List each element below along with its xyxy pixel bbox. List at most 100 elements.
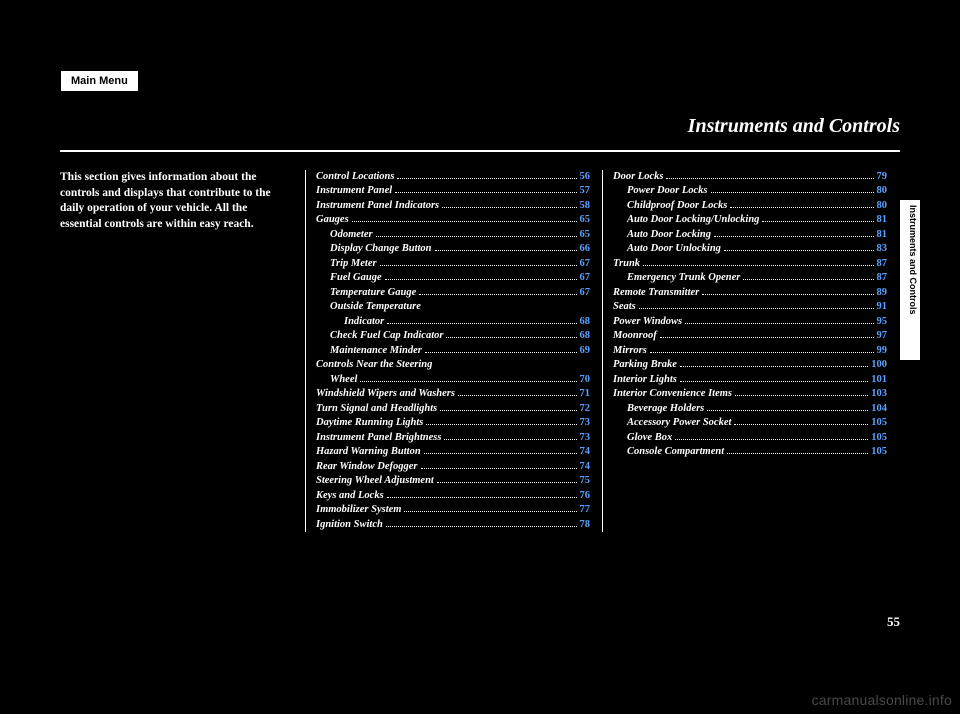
toc-page-link[interactable]: 101 xyxy=(871,373,887,387)
toc-leader-dots xyxy=(650,352,874,353)
toc-page-link[interactable]: 91 xyxy=(877,300,888,314)
toc-entry[interactable]: Control Locations56 xyxy=(316,170,590,184)
toc-page-link[interactable]: 73 xyxy=(580,431,591,445)
toc-page-link[interactable]: 77 xyxy=(580,503,591,517)
toc-page-link[interactable]: 103 xyxy=(871,387,887,401)
toc-page-link[interactable]: 74 xyxy=(580,445,591,459)
toc-entry[interactable]: Windshield Wipers and Washers71 xyxy=(316,387,590,401)
toc-label: Rear Window Defogger xyxy=(316,460,418,474)
toc-page-link[interactable]: 78 xyxy=(580,518,591,532)
toc-label: Mirrors xyxy=(613,344,647,358)
toc-entry[interactable]: Trunk87 xyxy=(613,257,887,271)
toc-page-link[interactable]: 81 xyxy=(877,213,888,227)
toc-label: Beverage Holders xyxy=(613,402,704,416)
toc-leader-dots xyxy=(714,236,873,237)
toc-page-link[interactable]: 67 xyxy=(580,271,591,285)
toc-leader-dots xyxy=(458,395,577,396)
toc-page-link[interactable]: 95 xyxy=(877,315,888,329)
toc-page-link[interactable]: 65 xyxy=(580,213,591,227)
toc-label: Daytime Running Lights xyxy=(316,416,423,430)
toc-entry[interactable]: Indicator 68 xyxy=(316,315,590,329)
toc-entry[interactable]: Turn Signal and Headlights72 xyxy=(316,402,590,416)
toc-entry[interactable]: Daytime Running Lights 73 xyxy=(316,416,590,430)
toc-page-link[interactable]: 74 xyxy=(580,460,591,474)
toc-page-link[interactable]: 69 xyxy=(580,344,591,358)
toc-leader-dots xyxy=(660,337,874,338)
toc-page-link[interactable]: 105 xyxy=(871,416,887,430)
toc-entry[interactable]: Trip Meter67 xyxy=(316,257,590,271)
toc-page-link[interactable]: 80 xyxy=(877,184,888,198)
toc-entry[interactable]: Instrument Panel57 xyxy=(316,184,590,198)
toc-entry[interactable]: Auto Door Locking/Unlocking81 xyxy=(613,213,887,227)
toc-page-link[interactable]: 57 xyxy=(580,184,591,198)
toc-entry[interactable]: Instrument Panel Brightness73 xyxy=(316,431,590,445)
toc-page-link[interactable]: 97 xyxy=(877,329,888,343)
toc-page-link[interactable]: 66 xyxy=(580,242,591,256)
toc-page-link[interactable]: 81 xyxy=(877,228,888,242)
toc-page-link[interactable]: 79 xyxy=(877,170,888,184)
toc-page-link[interactable]: 58 xyxy=(580,199,591,213)
toc-entry[interactable]: Emergency Trunk Opener87 xyxy=(613,271,887,285)
toc-page-link[interactable]: 104 xyxy=(871,402,887,416)
toc-entry[interactable]: Power Windows95 xyxy=(613,315,887,329)
toc-entry[interactable]: Power Door Locks80 xyxy=(613,184,887,198)
toc-page-link[interactable]: 71 xyxy=(580,387,591,401)
toc-entry[interactable]: Keys and Locks 76 xyxy=(316,489,590,503)
toc-page-link[interactable]: 76 xyxy=(580,489,591,503)
toc-entry[interactable]: Odometer65 xyxy=(316,228,590,242)
toc-entry[interactable]: Auto Door Unlocking83 xyxy=(613,242,887,256)
toc-label: Indicator xyxy=(316,315,384,329)
toc-entry[interactable]: Childproof Door Locks80 xyxy=(613,199,887,213)
toc-entry[interactable]: Maintenance Minder69 xyxy=(316,344,590,358)
toc-page-link[interactable]: 75 xyxy=(580,474,591,488)
toc-leader-dots xyxy=(380,265,577,266)
toc-entry[interactable]: Beverage Holders 104 xyxy=(613,402,887,416)
toc-page-link[interactable]: 89 xyxy=(877,286,888,300)
toc-entry[interactable]: Auto Door Locking81 xyxy=(613,228,887,242)
toc-entry[interactable]: Console Compartment105 xyxy=(613,445,887,459)
toc-page-link[interactable]: 87 xyxy=(877,271,888,285)
toc-page-link[interactable]: 73 xyxy=(580,416,591,430)
toc-entry[interactable]: Hazard Warning Button74 xyxy=(316,445,590,459)
toc-entry[interactable]: Gauges65 xyxy=(316,213,590,227)
main-menu-button[interactable]: Main Menu xyxy=(60,70,139,92)
toc-page-link[interactable]: 56 xyxy=(580,170,591,184)
toc-entry[interactable]: Interior Lights101 xyxy=(613,373,887,387)
toc-entry[interactable]: Parking Brake100 xyxy=(613,358,887,372)
toc-entry[interactable]: Moonroof97 xyxy=(613,329,887,343)
toc-entry[interactable]: Ignition Switch 78 xyxy=(316,518,590,532)
toc-entry[interactable]: Immobilizer System77 xyxy=(316,503,590,517)
toc-entry[interactable]: Interior Convenience Items103 xyxy=(613,387,887,401)
toc-entry[interactable]: Steering Wheel Adjustment75 xyxy=(316,474,590,488)
toc-page-link[interactable]: 105 xyxy=(871,431,887,445)
toc-page-link[interactable]: 72 xyxy=(580,402,591,416)
toc-label: Ignition Switch xyxy=(316,518,383,532)
toc-page-link[interactable]: 99 xyxy=(877,344,888,358)
toc-page-link[interactable]: 87 xyxy=(877,257,888,271)
toc-page-link[interactable]: 68 xyxy=(580,315,591,329)
toc-entry[interactable]: Wheel70 xyxy=(316,373,590,387)
toc-page-link[interactable]: 105 xyxy=(871,445,887,459)
toc-entry[interactable]: Rear Window Defogger 74 xyxy=(316,460,590,474)
toc-leader-dots xyxy=(643,265,873,266)
toc-page-link[interactable]: 80 xyxy=(877,199,888,213)
toc-entry[interactable]: Seats91 xyxy=(613,300,887,314)
toc-page-link[interactable]: 67 xyxy=(580,286,591,300)
toc-entry[interactable]: Instrument Panel Indicators58 xyxy=(316,199,590,213)
toc-entry[interactable]: Check Fuel Cap Indicator68 xyxy=(316,329,590,343)
toc-page-link[interactable]: 67 xyxy=(580,257,591,271)
toc-entry[interactable]: Remote Transmitter89 xyxy=(613,286,887,300)
toc-page-link[interactable]: 70 xyxy=(580,373,591,387)
toc-label: Keys and Locks xyxy=(316,489,384,503)
toc-entry[interactable]: Accessory Power Socket105 xyxy=(613,416,887,430)
toc-entry[interactable]: Door Locks79 xyxy=(613,170,887,184)
toc-entry[interactable]: Glove Box105 xyxy=(613,431,887,445)
toc-page-link[interactable]: 65 xyxy=(580,228,591,242)
toc-entry[interactable]: Display Change Button66 xyxy=(316,242,590,256)
toc-entry[interactable]: Fuel Gauge67 xyxy=(316,271,590,285)
toc-entry[interactable]: Mirrors 99 xyxy=(613,344,887,358)
toc-entry[interactable]: Temperature Gauge67 xyxy=(316,286,590,300)
toc-page-link[interactable]: 83 xyxy=(877,242,888,256)
toc-page-link[interactable]: 68 xyxy=(580,329,591,343)
toc-page-link[interactable]: 100 xyxy=(871,358,887,372)
